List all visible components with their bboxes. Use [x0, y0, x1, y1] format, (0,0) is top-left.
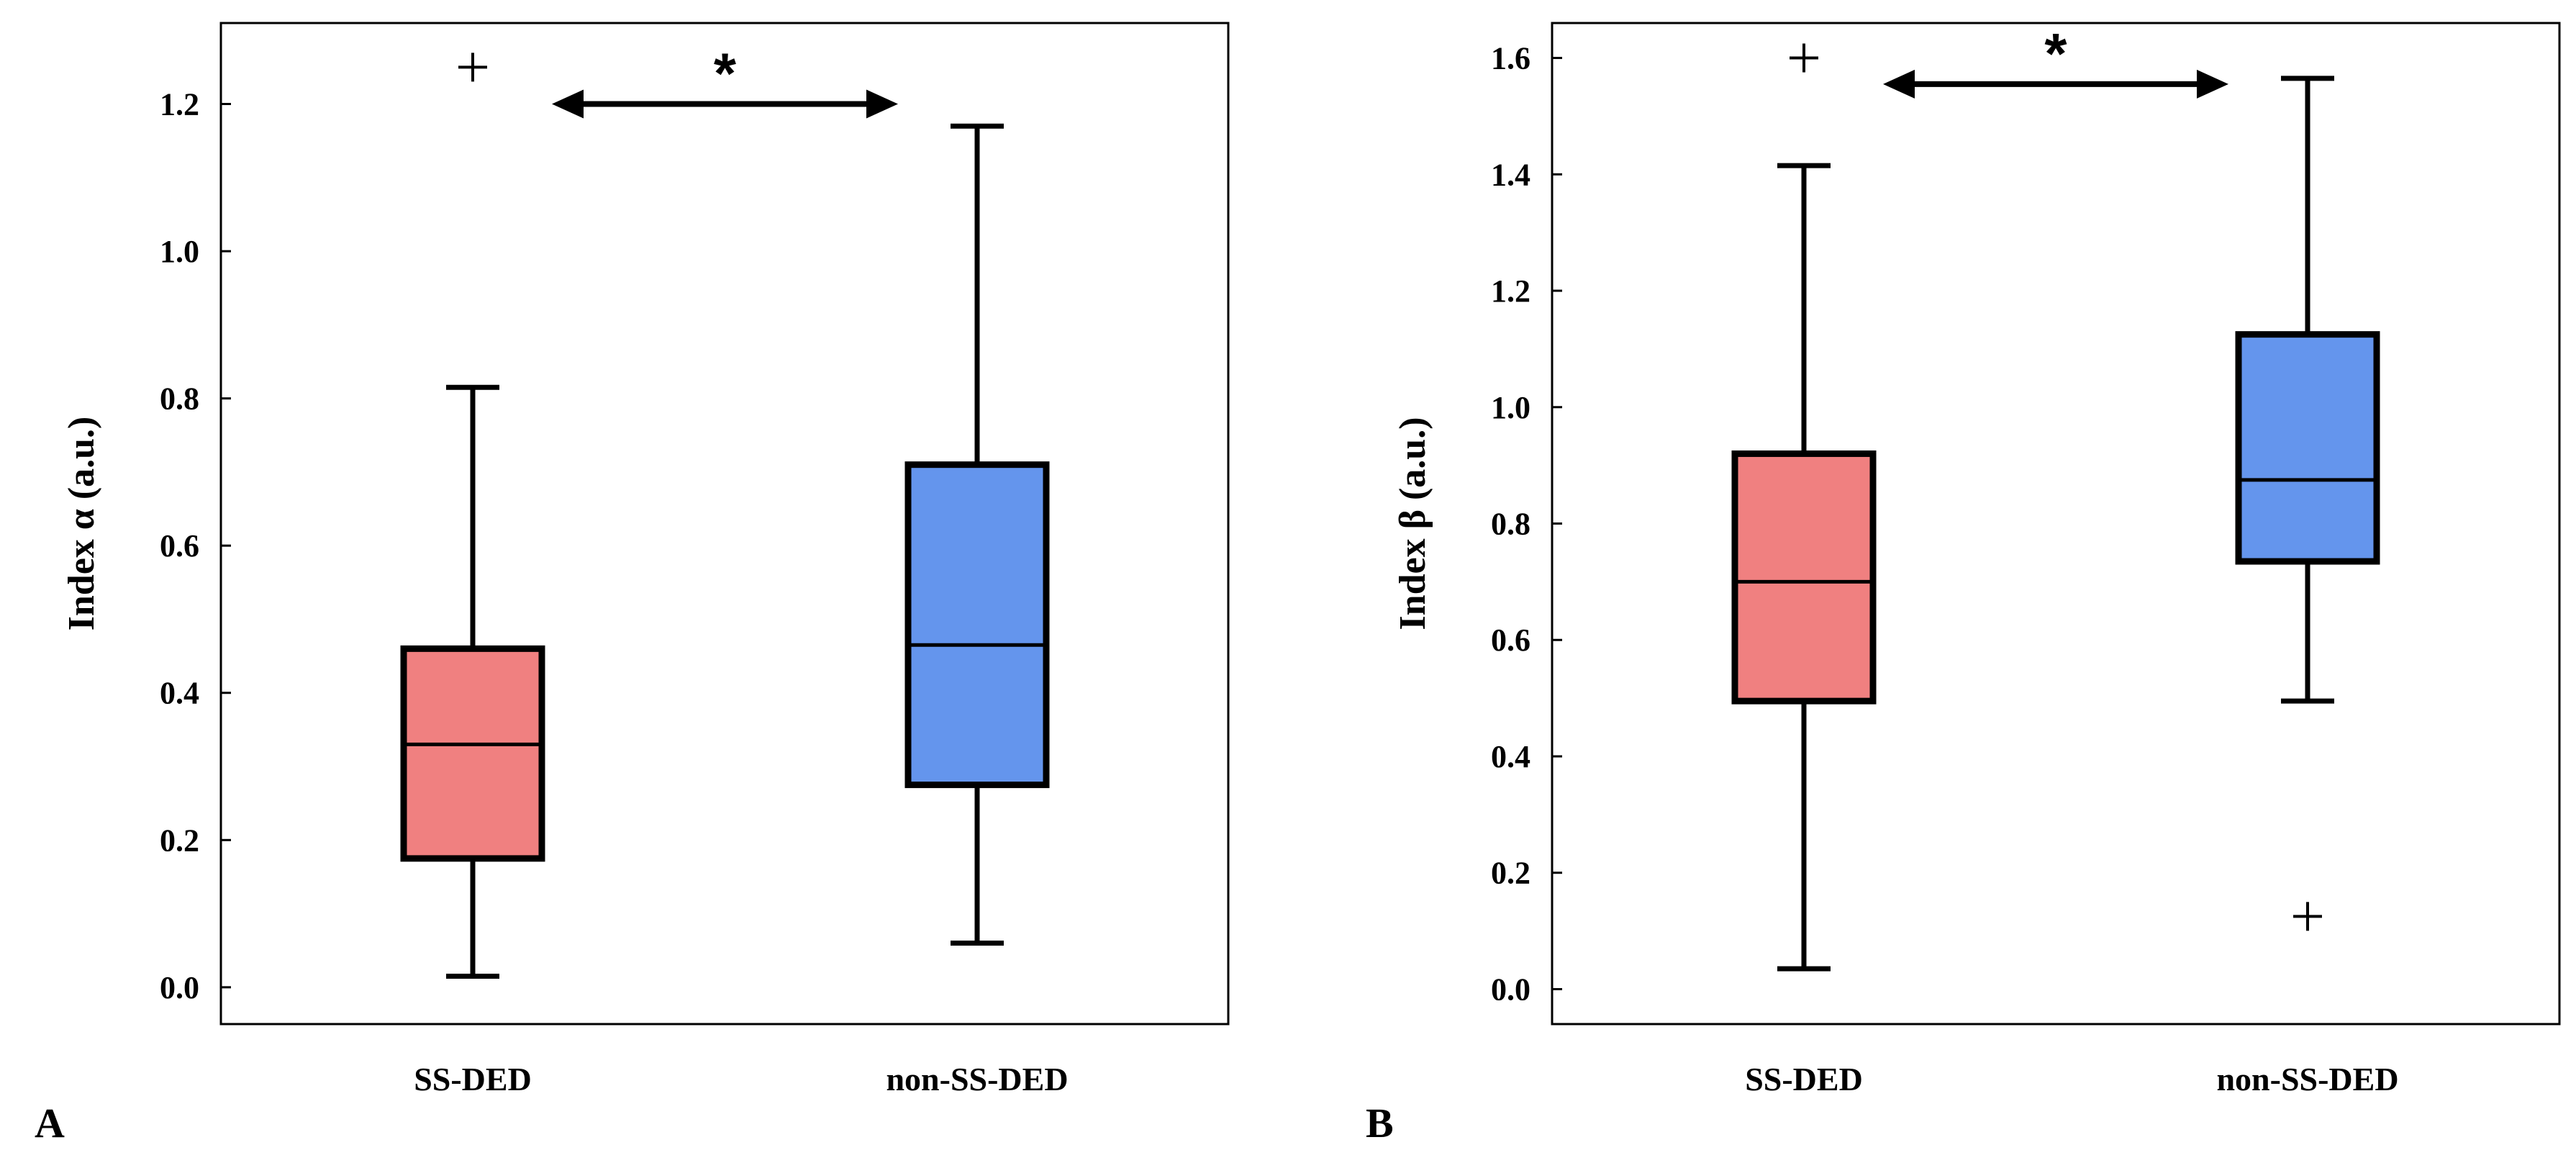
y-axis-title: Index β (a.u.) — [1392, 417, 1433, 630]
arrow-head-right — [2197, 69, 2228, 99]
x-tick-label: SS-DED — [414, 1061, 532, 1097]
panel-label: B — [1366, 1100, 1394, 1146]
y-tick-label: 1.0 — [160, 234, 199, 269]
box-iqr — [1731, 450, 1877, 705]
y-tick-label: 0.4 — [1491, 739, 1530, 774]
y-tick-label: 0.8 — [1491, 507, 1530, 542]
arrow-head-left — [552, 89, 584, 119]
plot-frame — [219, 22, 1230, 1026]
significance-star: * — [2044, 22, 2067, 86]
y-tick-label: 0.8 — [160, 381, 199, 417]
y-axis-title: Index α (a.u.) — [61, 417, 102, 631]
outlier-marker — [458, 53, 487, 82]
y-tick-label: 1.4 — [1491, 157, 1530, 192]
y-tick-label: 0.6 — [160, 528, 199, 563]
y-tick-label: 0.6 — [1491, 623, 1530, 658]
plot-frame — [1551, 22, 2561, 1026]
arrow-head-left — [1883, 69, 1915, 99]
panel-label: A — [35, 1100, 65, 1146]
y-tick-label: 1.0 — [1491, 390, 1530, 425]
panel-a: 0.0 0.2 0.4 0.6 0.8 1.0 1.2 SS-DED non-SS-DED Ind… — [35, 22, 1230, 1146]
y-tick-label: 1.2 — [1491, 273, 1530, 309]
y-tick-label: 0.4 — [160, 676, 199, 711]
significance-star: * — [714, 42, 737, 106]
x-tick-label: SS-DED — [1745, 1061, 1863, 1097]
box-iqr — [904, 461, 1050, 789]
y-tick-label: 1.2 — [160, 87, 199, 122]
x-tick-label: non-SS-DED — [886, 1061, 1068, 1097]
arrow-head-right — [866, 89, 898, 119]
y-tick-label: 0.0 — [160, 970, 199, 1005]
x-tick-label: non-SS-DED — [2216, 1061, 2398, 1097]
y-tick-label: 1.6 — [1491, 41, 1530, 76]
outlier-marker — [2293, 902, 2322, 931]
y-tick-label: 0.2 — [160, 823, 199, 858]
box-iqr — [2235, 331, 2380, 565]
y-tick-label: 0.2 — [1491, 856, 1530, 891]
outlier-marker — [1790, 43, 1818, 73]
y-tick-label: 0.0 — [1491, 972, 1530, 1007]
box-iqr — [400, 645, 545, 862]
panel-b: 0.0 0.2 0.4 0.6 0.8 1.0 1.2 1.4 1.6 SS-DED non-SS-… — [1366, 22, 2561, 1146]
